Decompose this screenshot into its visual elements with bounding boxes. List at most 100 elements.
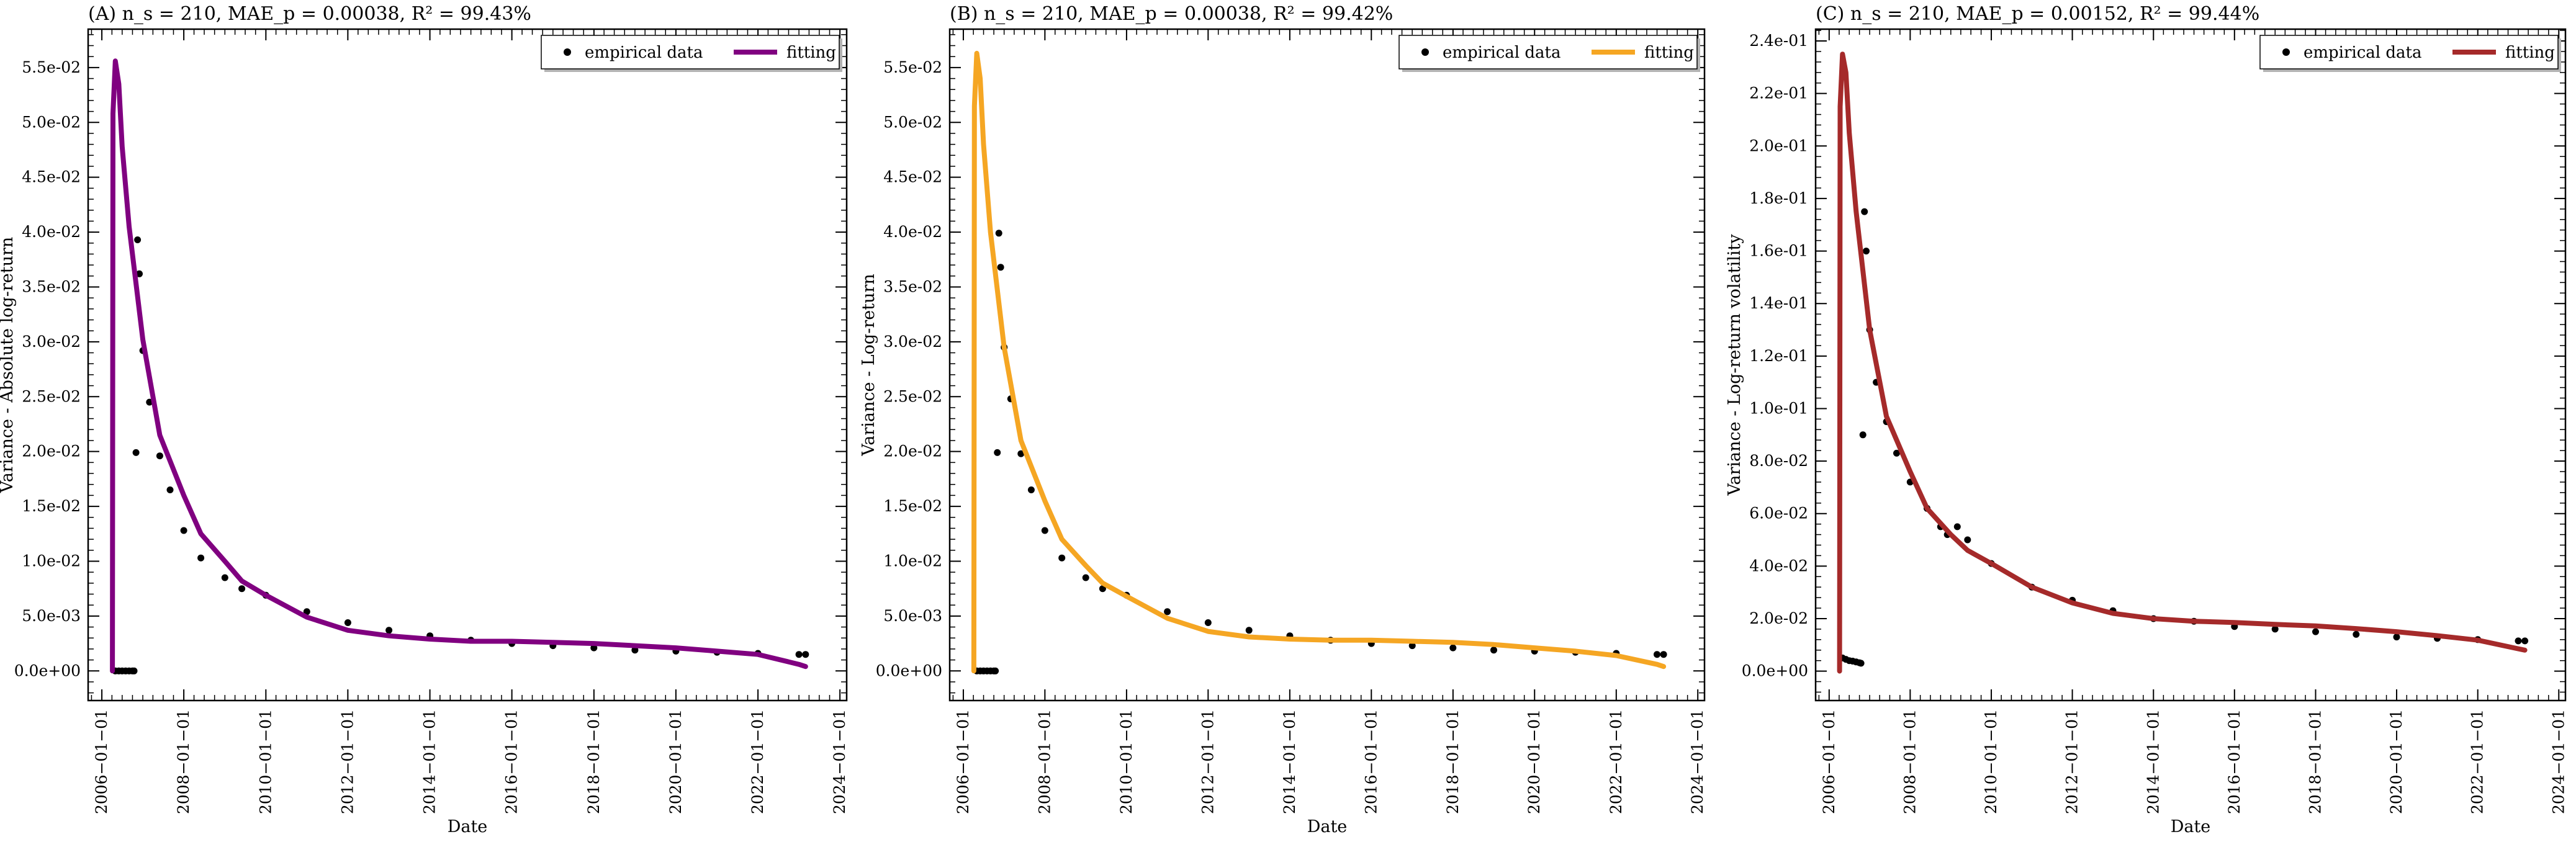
panel-b-empirical-point: [1082, 574, 1089, 581]
panel-a-empirical-point: [197, 554, 205, 562]
panel-a-empirical-point: [180, 527, 187, 534]
panel-c: 0.0e+00 2.0e-02 4.0e-02 6.0e-02 8.0e-02 1.0e-…: [1725, 3, 2567, 836]
panel-c-legend-box: [2259, 35, 2559, 69]
panel-c-x-tick-label: 2006−01−01: [1820, 709, 1838, 814]
panel-b-y-tick-label: 2.5e-02: [883, 387, 942, 405]
panel-a-plot-frame: [87, 28, 848, 702]
panel-b-y-tick-label: 4.0e-02: [883, 223, 942, 241]
panel-b-y-tick-label: 3.0e-02: [883, 333, 942, 351]
panel-a-empirical-point: [385, 627, 393, 634]
panel-a-empirical-point: [303, 608, 310, 616]
panel-a-y-tick-label: 3.5e-02: [22, 277, 81, 295]
panel-a-x-tick-label: 2010−01−01: [256, 709, 274, 814]
panel-a-y-tick-label: 2.5e-02: [22, 387, 81, 405]
panel-b-y-axis-label: Variance - Log-return: [859, 274, 878, 457]
panel-a-legend-box: [541, 35, 840, 69]
panel-c-x-axis-label: Date: [2171, 817, 2211, 836]
panel-c-y-tick-label: 2.0e-02: [1749, 609, 1808, 627]
panel-c-y-tick-label: 2.4e-01: [1749, 32, 1808, 50]
panel-a-x-tick-label: 2022−01−01: [749, 709, 767, 814]
panel-a-empirical-point: [130, 667, 138, 674]
panel-b-legend-box: [1398, 35, 1698, 69]
panel-c-y-tick-label: 1.8e-01: [1749, 189, 1808, 207]
panel-b-fitting-line: [971, 50, 1667, 674]
panel-b-empirical-point: [1654, 651, 1660, 658]
panel-a-y-tick-label: 3.0e-02: [22, 333, 81, 351]
panel-b-empirical-point: [995, 230, 1002, 237]
panel-b-plot-frame: [948, 28, 1706, 702]
panel-b-x-tick-label: 2020−01−01: [1525, 709, 1543, 814]
panel-b-x-axis-label: Date: [1307, 817, 1348, 836]
panel-b-empirical-point: [997, 264, 1004, 271]
panel-b-empirical-point: [992, 667, 999, 674]
panel-a-x-tick-label: 2016−01−01: [503, 709, 521, 814]
panel-c-x-tick-label: 2018−01−01: [2307, 709, 2325, 814]
panel-a-legend-marker-empirical: [564, 48, 571, 56]
panel-c-fitting-line: [1837, 52, 2528, 674]
panel-b-x-tick-label: 2014−01−01: [1281, 709, 1299, 814]
panel-c-y-tick-label: 8.0e-02: [1749, 452, 1808, 470]
panel-b-empirical-point: [1099, 585, 1106, 593]
panel-a-x-tick-label: 2018−01−01: [585, 709, 603, 814]
panel-b-x-tick-label: 2024−01−01: [1688, 709, 1706, 814]
panel-a-x-tick-label: 2024−01−01: [831, 709, 849, 814]
panel-a-empirical-point: [166, 486, 174, 493]
panel-a-empirical-point: [590, 644, 598, 652]
panel-b-empirical-point: [1245, 627, 1253, 634]
panel-c-y-tick-label: 0.0e+00: [1742, 662, 1808, 680]
panel-b-empirical-point: [1017, 450, 1025, 457]
panel-b-y-tick-label: 5.0e-03: [883, 607, 942, 625]
panel-b-x-tick-label: 2018−01−01: [1444, 709, 1462, 814]
panel-b-y-tick-label: 5.0e-02: [883, 113, 942, 131]
panel-b-y-tick-label: 0.0e+00: [876, 661, 942, 679]
panel-c-y-tick-label: 1.2e-01: [1749, 347, 1808, 365]
panel-c-y-axis-label: Variance - Log-return volatility: [1725, 234, 1744, 496]
panel-a-fitting-line: [110, 58, 808, 674]
panel-b-empirical-point: [1058, 554, 1066, 562]
panel-b-empirical-point: [994, 449, 1001, 456]
panel-c-empirical-point: [1893, 449, 1900, 457]
panel-b-y-tick-label: 2.0e-02: [883, 442, 942, 460]
panel-b-title: (B) n_s = 210, MAE_p = 0.00038, R² = 99.…: [950, 3, 1393, 25]
panel-a-y-tick-label: 4.0e-02: [22, 223, 81, 241]
panel-a: 0.0e+00 5.0e-03 1.0e-02 1.5e-02 2.0e-02 2.5e-…: [0, 3, 849, 836]
panel-b-empirical-point: [1408, 642, 1416, 650]
panel-a-y-tick-label: 1.0e-02: [22, 552, 81, 570]
panel-a-empirical-point: [802, 651, 809, 658]
panel-b-empirical-point: [1660, 651, 1667, 658]
panel-c-x-tick-label: 2008−01−01: [1901, 709, 1919, 814]
panel-a-empirical-points: [112, 236, 809, 674]
panel-a-legend-label-empirical: empirical data: [585, 43, 703, 62]
panel-c-empirical-point: [2312, 628, 2319, 635]
panel-a-x-tick-label: 2014−01−01: [421, 709, 439, 814]
panel-a-empirical-point: [221, 574, 228, 581]
panel-c-x-tick-label: 2014−01−01: [2144, 709, 2162, 814]
panel-a-y-tick-label: 0.0e+00: [14, 661, 81, 679]
panel-c-empirical-point: [2521, 637, 2529, 645]
panel-a-empirical-point: [795, 651, 803, 658]
panel-b-x-tick-label: 2010−01−01: [1117, 709, 1135, 814]
panel-b-empirical-point: [1027, 486, 1035, 493]
panel-c-empirical-point: [2393, 634, 2400, 641]
panel-b-y-tick-label: 3.5e-02: [883, 277, 942, 295]
panel-a-y-tick-label: 5.0e-02: [22, 113, 81, 131]
panel-b-empirical-point: [1041, 527, 1048, 534]
panel-b-empirical-point: [1164, 608, 1171, 616]
panel-a-empirical-point: [136, 270, 143, 277]
panel-c-empirical-point: [1861, 208, 1868, 215]
panel-c-empirical-point: [1859, 431, 1867, 439]
panel-b-empirical-points: [973, 230, 1667, 674]
panel-a-y-tick-label: 2.0e-02: [22, 442, 81, 460]
panel-a-empirical-point: [156, 452, 163, 460]
panel-a-legend-label-fitting: fitting: [786, 43, 836, 62]
panel-c-x-tick-label: 2010−01−01: [1982, 709, 2000, 814]
panel-c-y-tick-label: 4.0e-02: [1749, 557, 1808, 575]
panel-c-y-tick-label: 2.0e-01: [1749, 137, 1808, 155]
panel-b-legend-marker-empirical: [1421, 48, 1429, 56]
panel-a-y-axis-label: Variance - Absolute log-return: [0, 237, 17, 494]
panel-c-y-tick-label: 1.0e-01: [1749, 399, 1808, 417]
panel-c-legend-label-empirical: empirical data: [2304, 43, 2421, 62]
panel-a-empirical-point: [238, 585, 246, 593]
panel-a-y-tick-label: 4.5e-02: [22, 168, 81, 186]
